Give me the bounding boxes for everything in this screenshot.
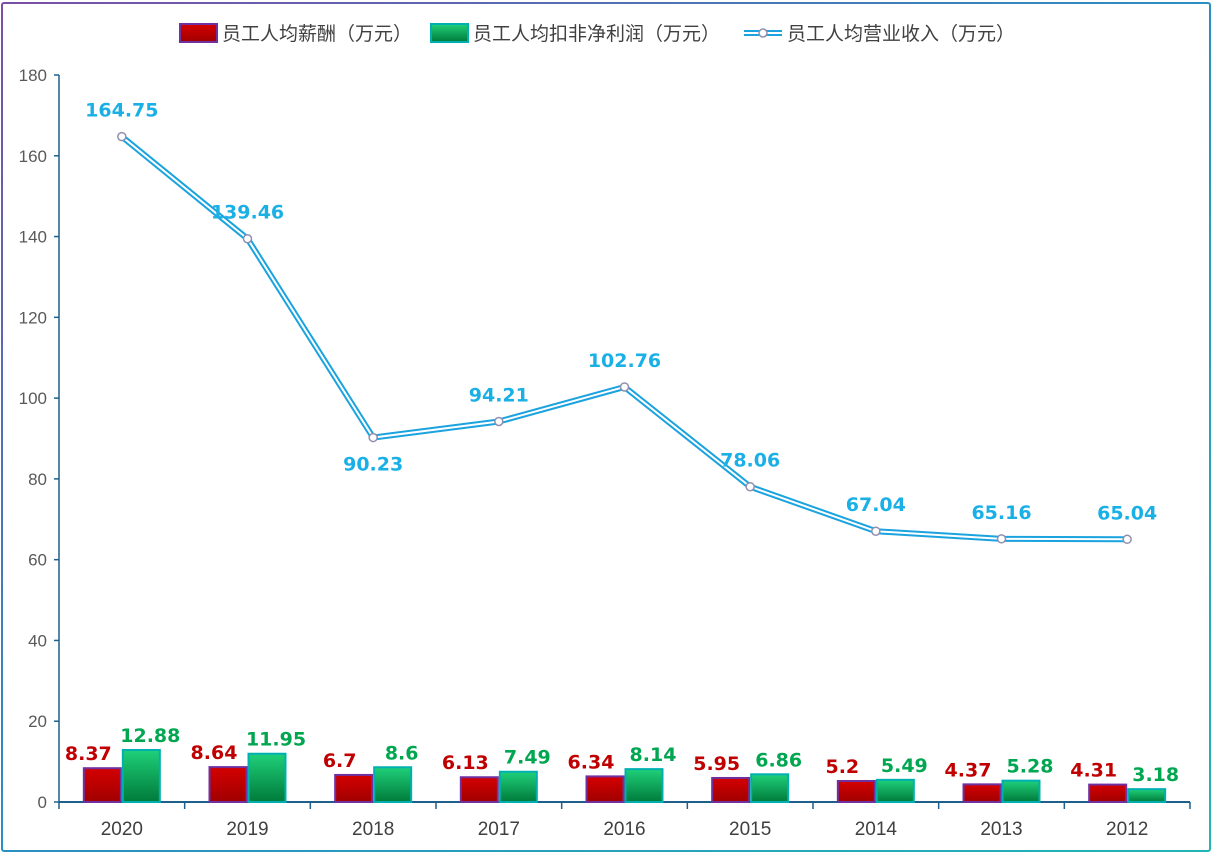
bar-salary xyxy=(836,779,876,804)
revenue-point xyxy=(494,416,504,427)
legend-label-profit: 员工人均扣非净利润（万元） xyxy=(473,23,720,45)
x-tick-label: 2020 xyxy=(101,819,143,840)
legend: 员工人均薪酬（万元） 员工人均扣非净利润（万元） 员工人均营业收入（万元） xyxy=(179,23,1015,45)
bar-salary xyxy=(711,776,751,804)
data-label-revenue: 90.23 xyxy=(343,454,403,476)
revenue-line xyxy=(117,131,1132,545)
data-label-revenue: 139.46 xyxy=(211,202,284,224)
bar-profit xyxy=(1001,779,1041,804)
data-label-salary: 8.64 xyxy=(191,742,238,764)
data-label-profit: 3.18 xyxy=(1132,764,1179,786)
bar-profit xyxy=(875,778,915,803)
data-label-profit: 11.95 xyxy=(246,729,306,751)
data-label-salary: 5.95 xyxy=(693,753,740,775)
y-tick-label: 0 xyxy=(38,793,47,812)
revenue-point xyxy=(619,382,630,392)
revenue-line-inner xyxy=(121,135,1128,541)
bar-profit xyxy=(121,748,161,804)
bar-profit xyxy=(750,773,790,803)
y-tick-label: 180 xyxy=(19,66,47,85)
revenue-point xyxy=(368,432,378,443)
data-label-revenue: 102.76 xyxy=(588,350,661,372)
x-tick-label: 2013 xyxy=(980,819,1022,840)
revenue-point xyxy=(117,131,127,142)
y-tick-label: 80 xyxy=(28,470,47,489)
y-tick-label: 60 xyxy=(28,551,47,570)
revenue-point xyxy=(745,481,755,492)
data-label-profit: 8.14 xyxy=(630,744,677,766)
x-tick-label: 2014 xyxy=(855,819,898,840)
legend-swatch-profit xyxy=(430,23,469,43)
data-label-profit: 6.86 xyxy=(755,749,802,771)
data-label-profit: 8.6 xyxy=(385,742,419,764)
data-label-profit: 5.49 xyxy=(881,755,928,777)
x-tick-label: 2015 xyxy=(729,819,771,840)
bars xyxy=(82,748,1167,804)
data-label-profit: 12.88 xyxy=(120,725,180,747)
y-tick-label: 20 xyxy=(28,712,47,731)
y-tick-label: 120 xyxy=(19,308,47,327)
data-label-profit: 7.49 xyxy=(504,747,551,769)
x-tick-label: 2012 xyxy=(1106,819,1148,840)
data-labels: 8.37 12.88 8.64 11.95 6.7 8.6 6.13 7.49 6.34 8.14… xyxy=(65,100,1179,787)
bar-salary xyxy=(962,783,1002,803)
bar-salary xyxy=(585,775,625,803)
bar-salary xyxy=(208,766,248,804)
bar-profit xyxy=(498,770,538,803)
bar-profit xyxy=(373,766,413,804)
bar-salary xyxy=(1088,783,1128,804)
legend-label-salary: 员工人均薪酬（万元） xyxy=(222,23,412,45)
x-tick-label: 2019 xyxy=(226,819,268,840)
data-label-salary: 6.13 xyxy=(442,752,489,774)
bar-salary xyxy=(82,767,122,804)
data-label-salary: 5.2 xyxy=(825,756,859,778)
y-tick-label: 160 xyxy=(19,147,47,166)
revenue-point xyxy=(871,526,881,536)
data-label-revenue: 78.06 xyxy=(720,450,780,472)
axes: 0 20 40 60 80 100 120 140 160 180 2020 2019 2018 2017… xyxy=(19,66,1191,840)
y-tick-label: 40 xyxy=(28,631,47,650)
bar-profit xyxy=(624,768,664,804)
data-label-revenue: 65.04 xyxy=(1097,502,1157,524)
x-tick-label: 2018 xyxy=(352,819,394,840)
revenue-line-outer xyxy=(119,134,1128,543)
legend-marker-revenue xyxy=(758,28,768,38)
bar-salary xyxy=(334,773,374,804)
data-label-salary: 4.37 xyxy=(945,759,992,781)
y-tick-label: 140 xyxy=(19,228,47,247)
y-tick-label: 100 xyxy=(19,389,47,408)
legend-label-revenue: 员工人均营业收入（万元） xyxy=(787,23,1015,45)
data-label-revenue: 164.75 xyxy=(85,100,158,122)
revenue-point xyxy=(996,534,1007,544)
bar-profit xyxy=(247,752,287,804)
legend-item-profit: 员工人均扣非净利润（万元） xyxy=(430,23,720,45)
x-tick-label: 2016 xyxy=(603,819,645,840)
data-label-revenue: 94.21 xyxy=(469,384,529,406)
x-tick-label: 2017 xyxy=(478,819,520,840)
revenue-point xyxy=(1122,534,1132,545)
data-label-salary: 6.7 xyxy=(323,750,357,772)
data-label-revenue: 65.16 xyxy=(971,502,1031,524)
legend-swatch-salary xyxy=(179,23,218,43)
data-label-salary: 4.31 xyxy=(1070,760,1117,782)
bar-profit xyxy=(1127,788,1167,803)
data-label-salary: 8.37 xyxy=(65,743,112,765)
revenue-point xyxy=(242,233,253,244)
data-label-profit: 5.28 xyxy=(1007,756,1054,778)
legend-item-revenue: 员工人均营业收入（万元） xyxy=(744,23,1015,45)
legend-item-salary: 员工人均薪酬（万元） xyxy=(179,23,412,45)
data-label-revenue: 67.04 xyxy=(846,494,906,516)
data-label-salary: 6.34 xyxy=(568,751,615,773)
bar-salary xyxy=(459,776,499,804)
